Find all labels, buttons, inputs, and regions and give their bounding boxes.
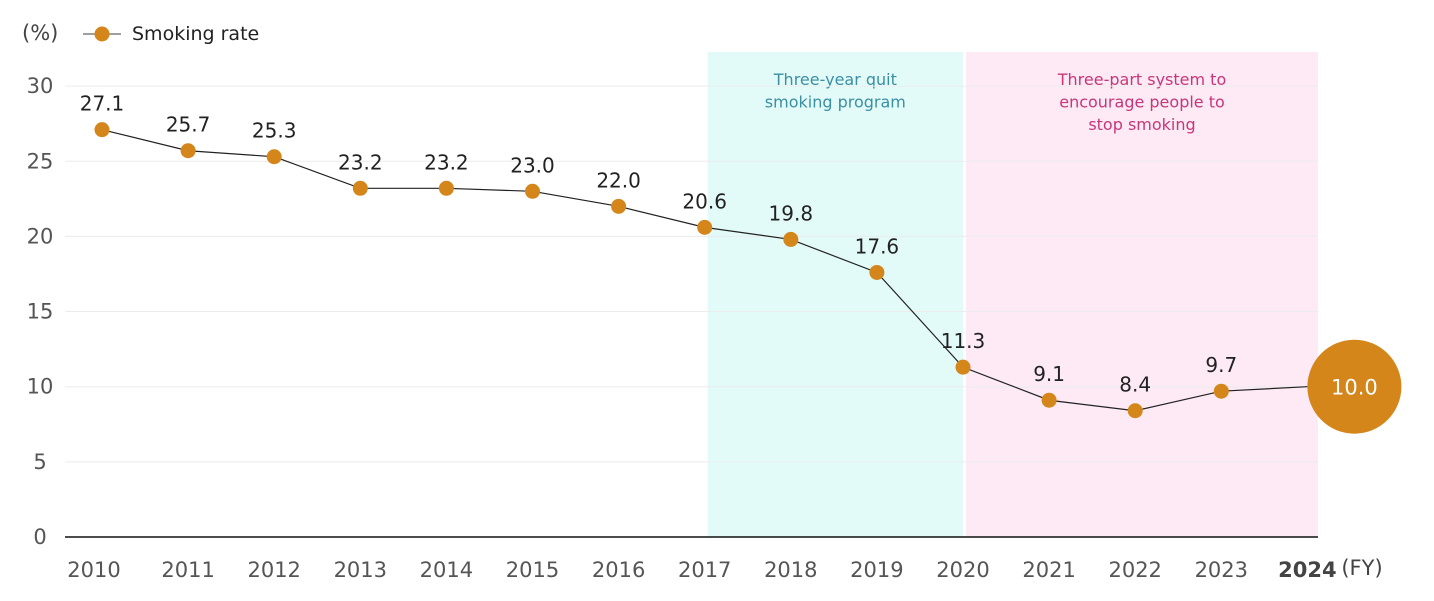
period-2-label-line: stop smoking: [1088, 115, 1195, 134]
data-point: [1127, 403, 1143, 419]
x-axis-unit: (FY): [1341, 556, 1382, 580]
data-label: 22.0: [596, 168, 641, 192]
period-1-label-line: Three-year quit: [773, 70, 897, 89]
legend-marker: [94, 26, 110, 42]
data-label: 25.7: [166, 113, 211, 137]
x-tick-label: 2019: [850, 558, 903, 582]
data-point: [525, 183, 540, 199]
y-tick-label: 5: [33, 450, 46, 474]
data-point: [783, 231, 799, 247]
data-label: 9.7: [1205, 353, 1237, 377]
y-tick-label: 20: [27, 224, 54, 248]
data-label: 9.1: [1033, 362, 1065, 386]
legend-label: Smoking rate: [132, 23, 259, 45]
data-point: [438, 180, 454, 196]
x-tick-label: 2016: [592, 558, 645, 582]
data-label: 17.6: [855, 234, 900, 258]
x-tick-label: 2022: [1108, 558, 1161, 582]
x-tick-label: 2024: [1278, 558, 1336, 582]
data-label: 19.8: [769, 201, 814, 225]
x-tick-label: 2015: [506, 558, 559, 582]
period-band-2: [966, 52, 1318, 537]
y-tick-label: 10: [27, 375, 54, 399]
period-2-label-line: encourage people to: [1059, 93, 1225, 112]
x-tick-label: 2010: [67, 558, 120, 582]
data-label: 23.2: [338, 150, 383, 174]
y-tick-label: 0: [33, 525, 46, 549]
data-point: [94, 122, 110, 138]
data-label: 25.3: [252, 119, 297, 143]
data-point: [266, 149, 282, 165]
period-bands: Three-year quit smoking program Three-part…: [707, 52, 1318, 537]
y-tick-label: 25: [27, 149, 54, 173]
gridlines: [65, 85, 1318, 538]
y-axis-unit: (%): [22, 21, 58, 45]
period-band-1: [707, 52, 963, 537]
x-tick-label: 2020: [936, 558, 989, 582]
period-1-label-line: smoking program: [765, 93, 906, 112]
x-tick-label: 2021: [1022, 558, 1075, 582]
x-tick-label: 2013: [334, 558, 387, 582]
highlight-data-label: 10.0: [1331, 376, 1378, 400]
period-2-label-line: Three-part system to: [1057, 70, 1227, 89]
data-point: [1041, 392, 1057, 408]
data-point: [180, 143, 196, 159]
x-tick-label: 2012: [247, 558, 300, 582]
data-point: [1213, 383, 1229, 399]
data-label: 23.0: [510, 153, 555, 177]
x-tick-label: 2014: [420, 558, 473, 582]
x-tick-label: 2023: [1195, 558, 1248, 582]
y-tick-label: 30: [27, 74, 54, 98]
data-label: 8.4: [1119, 373, 1151, 397]
highlight-point: [1307, 339, 1402, 434]
legend: Smoking rate: [83, 23, 259, 45]
data-label: 11.3: [941, 329, 986, 353]
x-tick-label: 2011: [161, 558, 214, 582]
data-point: [955, 359, 971, 375]
x-tick-label: 2018: [764, 558, 817, 582]
data-point: [611, 198, 627, 214]
x-axis: 2010 2011 2012 2013 2014 2015 2016 2017 2018 2019…: [67, 556, 1382, 582]
x-tick-label: 2017: [678, 558, 731, 582]
data-label: 23.2: [424, 150, 469, 174]
series-smoking-rate: 27.1 25.7 25.3 23.2 23.2 23.0 22.0 20.6 19.8 17.6…: [80, 92, 1402, 434]
data-point: [352, 180, 368, 196]
data-point: [869, 264, 885, 280]
y-tick-label: 15: [27, 300, 54, 324]
data-label: 27.1: [80, 92, 125, 116]
data-label: 20.6: [682, 189, 727, 213]
data-point: [697, 219, 713, 235]
y-axis: 0 5 10 15 20 25 30 (%): [22, 21, 58, 549]
